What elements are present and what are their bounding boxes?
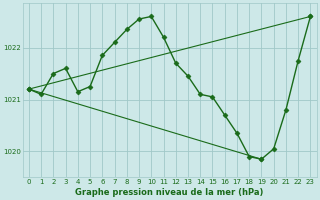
- X-axis label: Graphe pression niveau de la mer (hPa): Graphe pression niveau de la mer (hPa): [76, 188, 264, 197]
